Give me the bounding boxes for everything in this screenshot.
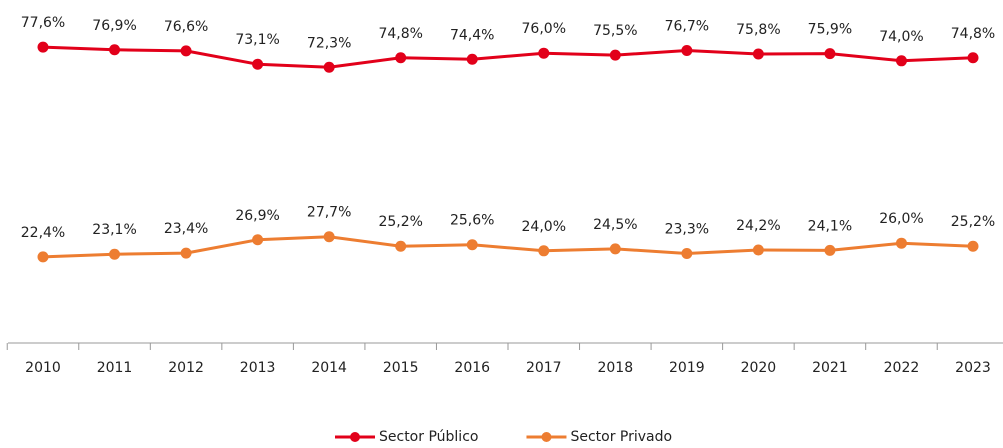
x-tick-label: 2011	[97, 360, 133, 376]
legend-label: Sector Público	[379, 429, 478, 445]
data-label: 24,0%	[522, 219, 566, 235]
legend-label: Sector Privado	[570, 429, 672, 445]
data-label: 25,6%	[450, 213, 494, 229]
point	[752, 48, 764, 60]
point	[538, 245, 550, 257]
point	[109, 248, 121, 260]
series-line	[42, 235, 974, 259]
data-label: 75,9%	[808, 22, 852, 38]
data-label: 73,1%	[235, 32, 279, 48]
point	[466, 53, 478, 65]
point	[252, 58, 264, 70]
data-label: 74,8%	[951, 26, 995, 42]
point	[323, 61, 335, 73]
x-tick-label: 2020	[741, 360, 777, 376]
point	[109, 44, 121, 56]
data-label: 22,4%	[21, 225, 65, 241]
data-label: 27,7%	[307, 205, 351, 221]
data-label: 74,0%	[879, 29, 923, 45]
data-label: 25,2%	[378, 214, 422, 230]
point	[824, 244, 836, 256]
point	[895, 237, 907, 249]
x-tick-label: 2014	[311, 360, 347, 376]
data-label: 26,9%	[235, 208, 279, 224]
point	[681, 45, 693, 57]
x-tick-label: 2010	[25, 360, 61, 376]
point	[252, 234, 264, 246]
point	[609, 49, 621, 61]
x-tick-label: 2015	[383, 360, 419, 376]
data-label: 23,3%	[665, 221, 709, 237]
data-label: 76,0%	[522, 21, 566, 37]
data-label: 76,6%	[164, 19, 208, 35]
series-line	[42, 45, 974, 69]
data-label: 23,4%	[164, 221, 208, 237]
point	[752, 244, 764, 256]
data-label: 25,2%	[951, 214, 995, 230]
x-tick-label: 2012	[168, 360, 204, 376]
data-label: 24,5%	[593, 217, 637, 233]
legend-marker	[541, 432, 552, 442]
data-label: 24,2%	[736, 218, 780, 234]
point	[538, 47, 550, 59]
point	[466, 239, 478, 251]
x-tick-label: 2023	[955, 360, 991, 376]
x-tick-label: 2019	[669, 360, 705, 376]
point	[37, 251, 49, 263]
point	[681, 247, 693, 259]
data-label: 75,8%	[736, 22, 780, 38]
data-label: 77,6%	[21, 15, 65, 31]
data-label: 26,0%	[879, 211, 923, 227]
legend-marker	[350, 432, 360, 442]
data-label: 74,8%	[378, 26, 422, 42]
point	[323, 231, 335, 243]
x-tick-label: 2022	[884, 360, 920, 376]
data-label: 23,1%	[92, 222, 136, 238]
x-tick-label: 2013	[240, 360, 276, 376]
data-label: 72,3%	[307, 35, 351, 51]
x-tick-label: 2021	[812, 360, 848, 376]
data-label: 75,5%	[593, 23, 637, 39]
point	[395, 240, 407, 252]
point	[824, 48, 836, 60]
point	[180, 45, 192, 57]
x-tick-label: 2016	[454, 360, 490, 376]
data-label: 76,7%	[665, 19, 709, 35]
data-label: 74,4%	[450, 27, 494, 43]
point	[395, 52, 407, 64]
point	[180, 247, 192, 259]
point	[37, 41, 49, 53]
data-label: 76,9%	[92, 18, 136, 34]
point	[895, 55, 907, 67]
point	[967, 240, 979, 252]
data-label: 24,1%	[808, 218, 852, 234]
point	[609, 243, 621, 255]
point	[967, 52, 979, 64]
x-tick-label: 2017	[526, 360, 562, 376]
x-tick-label: 2018	[597, 360, 633, 376]
